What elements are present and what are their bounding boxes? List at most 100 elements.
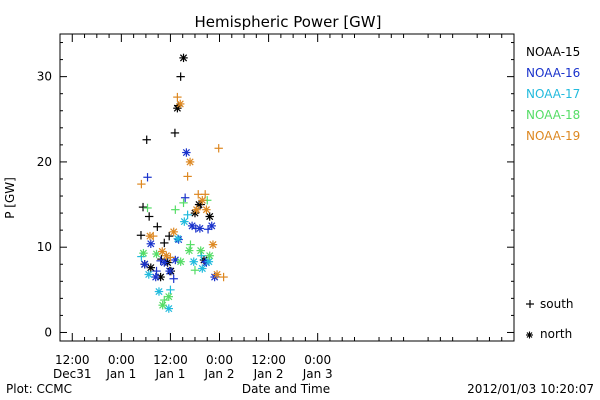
south-point: [144, 212, 154, 221]
north-point: [146, 263, 155, 272]
x-tick-label: 12:00: [153, 353, 188, 367]
plot-frame: [59, 33, 515, 342]
south-point: [153, 222, 162, 231]
north-point: [195, 224, 205, 233]
legend-item: NOAA-19: [526, 129, 580, 143]
north-point: [187, 221, 197, 231]
south-point: [183, 210, 192, 219]
x-tick-label: 0:00: [304, 353, 331, 367]
north-point: [185, 246, 194, 255]
x-tick-label: 12:00: [251, 353, 286, 367]
north-point: [179, 53, 188, 63]
north-point: [189, 257, 198, 266]
x-tick-date-label: Jan 1: [105, 367, 136, 381]
south-point: [170, 128, 180, 138]
series-legend: NOAA-15 NOAA-16 NOAA-17 NOAA-18 NOAA-19: [526, 45, 580, 143]
south-point: [166, 285, 175, 295]
x-tick-date-label: Jan 2: [253, 367, 284, 381]
legend-item: NOAA-18: [526, 108, 580, 122]
y-axis: 0 10 20 30: [37, 42, 514, 339]
x-tick-date-label: Dec31: [53, 367, 92, 381]
north-point: [162, 251, 171, 260]
marker-legend-label: south: [540, 297, 574, 311]
north-point: [207, 221, 216, 231]
north-point: [176, 99, 185, 109]
legend-item: NOAA-16: [526, 66, 580, 80]
north-marker-icon: [526, 331, 533, 339]
south-point: [165, 231, 174, 241]
north-point: [140, 260, 149, 269]
south-point: [160, 238, 169, 248]
x-tick-date-label: Jan 1: [154, 367, 185, 381]
south-point: [214, 144, 223, 153]
south-point: [173, 92, 182, 102]
x-tick-date-label: Jan 2: [204, 367, 235, 381]
south-point: [190, 266, 200, 275]
north-point: [180, 217, 189, 226]
x-tick-date-label: Jan 3: [302, 367, 333, 381]
south-point: [143, 203, 152, 213]
north-point: [182, 148, 191, 157]
north-point: [212, 270, 222, 279]
south-point: [142, 135, 151, 144]
north-point: [144, 270, 153, 279]
south-point: [219, 272, 228, 282]
north-point: [164, 304, 173, 313]
x-tick-label: 0:00: [108, 353, 135, 367]
y-tick-label: 20: [37, 155, 52, 169]
x-axis-label: Date and Time: [242, 382, 330, 396]
y-tick-label: 10: [37, 240, 52, 254]
y-tick-label: 30: [37, 70, 52, 84]
south-point: [179, 198, 188, 208]
south-marker-icon: [526, 300, 534, 308]
south-point: [152, 266, 161, 276]
south-point: [197, 251, 206, 260]
south-point: [203, 225, 213, 234]
north-point: [176, 257, 185, 266]
y-tick-label: 0: [44, 325, 52, 339]
north-point: [208, 240, 218, 249]
south-point: [169, 274, 178, 283]
north-point: [139, 248, 148, 258]
north-point: [173, 234, 182, 243]
south-point: [138, 202, 148, 212]
north-point: [202, 205, 211, 214]
footer-right: 2012/01/03 10:20:07: [467, 382, 594, 396]
north-point: [158, 300, 167, 310]
legend-item: NOAA-17: [526, 87, 580, 101]
y-axis-label: P [GW]: [3, 177, 17, 219]
south-point: [137, 252, 146, 261]
chart-title: Hemispheric Power [GW]: [195, 13, 382, 31]
south-point: [180, 193, 190, 202]
south-point: [137, 179, 146, 189]
marker-legend: south north: [526, 297, 574, 341]
north-point: [196, 246, 205, 255]
north-point: [192, 205, 201, 214]
south-point: [171, 205, 180, 214]
north-point: [151, 272, 160, 282]
data-points: [136, 53, 228, 313]
south-point: [176, 72, 185, 81]
north-point: [205, 251, 214, 260]
x-tick-label: 12:00: [55, 353, 90, 367]
north-point: [165, 266, 174, 276]
north-point: [198, 196, 207, 205]
north-point: [146, 239, 155, 248]
north-point: [154, 287, 164, 296]
north-point: [160, 258, 169, 267]
north-point: [164, 292, 173, 301]
north-point: [205, 212, 214, 221]
south-point: [186, 240, 195, 249]
north-point: [185, 157, 195, 167]
south-point: [143, 173, 152, 182]
legend-item: NOAA-15: [526, 45, 580, 59]
north-point: [169, 227, 178, 237]
x-tick-label: 0:00: [206, 353, 233, 367]
south-point: [183, 172, 192, 181]
north-point: [198, 264, 207, 273]
north-point: [204, 257, 214, 266]
south-point: [136, 231, 146, 240]
footer-left: Plot: CCMC: [6, 382, 72, 396]
